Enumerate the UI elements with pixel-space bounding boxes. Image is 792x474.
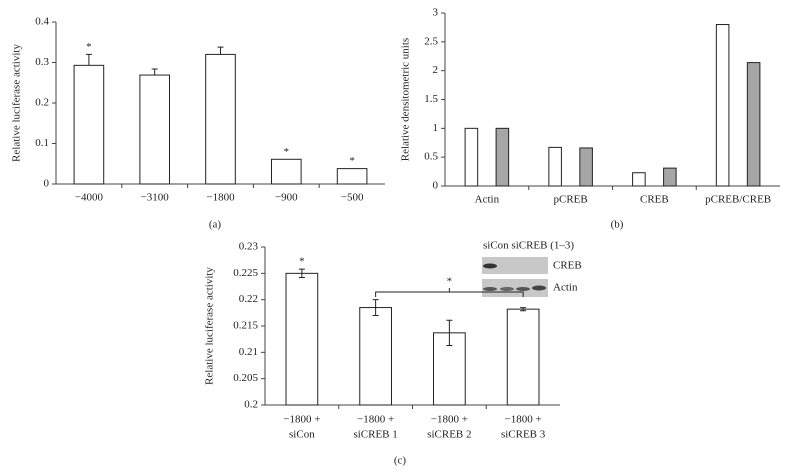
bar: [715, 24, 730, 187]
y-tick-label: 0.23: [239, 241, 259, 253]
y-tick-label: 0.215: [233, 320, 258, 332]
x-tick-label: siCREB 3: [501, 429, 546, 441]
y-tick-label: 0.225: [233, 267, 258, 279]
blot-band: [500, 287, 514, 291]
x-tick-label: −1800 +: [505, 414, 542, 426]
y-tick-label: 0.1: [35, 137, 49, 149]
bar: [270, 158, 302, 185]
x-tick-label: siCon: [289, 429, 315, 441]
x-tick-label: −4000: [75, 192, 104, 204]
y-tick-label: 1: [433, 122, 439, 134]
x-tick-label: −3100: [141, 192, 170, 204]
significance-marker: *: [284, 146, 290, 158]
y-axis-label: Relative densitometric units: [400, 38, 412, 161]
blot-strip: [482, 257, 548, 274]
y-tick-label: 0.205: [233, 372, 258, 384]
inset-header: siCon siCREB (1–3): [483, 240, 574, 252]
error-bar: [217, 46, 224, 55]
x-tick-label: CREB: [640, 194, 669, 206]
y-tick-label: 3: [433, 7, 439, 19]
y-axis-label: Relative luciferase activity: [11, 44, 23, 162]
error-bar: [372, 299, 379, 316]
x-tick-label: −900: [275, 192, 298, 204]
bar: [495, 127, 510, 187]
x-tick-label: −1800: [206, 192, 235, 204]
bracket-label: *: [447, 276, 453, 288]
bar: [663, 167, 677, 187]
y-axis-label: Relative luciferase activity: [204, 267, 216, 385]
x-tick-label: −1800 +: [431, 414, 468, 426]
x-tick-label: −1800 +: [283, 414, 320, 426]
panel-label: (c): [394, 455, 407, 467]
y-tick-label: 0: [44, 178, 50, 190]
y-tick-label: 0.5: [424, 151, 438, 163]
error-bar: [520, 307, 527, 312]
blot-band: [483, 287, 497, 291]
x-tick-label: pCREB/CREB: [705, 194, 771, 206]
error-bar: [446, 319, 453, 346]
x-tick-label: siCREB 1: [353, 429, 397, 441]
bar: [506, 308, 540, 406]
y-tick-label: 0.22: [239, 293, 258, 305]
bar: [73, 64, 105, 185]
y-tick-label: 1.5: [424, 93, 438, 105]
bar: [205, 53, 236, 185]
y-tick-label: 0: [433, 180, 439, 192]
y-tick-label: 0.3: [35, 56, 49, 68]
significance-marker: *: [349, 155, 355, 167]
blot-band: [516, 287, 530, 291]
error-bar: [298, 268, 305, 279]
bar: [464, 127, 479, 187]
y-tick-label: 0.21: [239, 346, 258, 358]
bar: [746, 62, 761, 187]
significance-marker: *: [86, 41, 92, 53]
panel-label: (a): [209, 219, 222, 231]
x-tick-label: −1800 +: [357, 414, 394, 426]
y-tick-label: 0.2: [244, 399, 258, 411]
x-tick-label: pCREB: [554, 194, 588, 206]
inset-row-label: CREB: [553, 260, 582, 272]
x-tick-label: −500: [341, 192, 364, 204]
y-tick-label: 0.2: [35, 97, 49, 109]
bracket: [375, 288, 524, 297]
inset-blot: [482, 257, 548, 297]
x-tick-label: siCREB 2: [427, 429, 471, 441]
y-tick-label: 0.4: [35, 16, 49, 28]
panel-label: (b): [611, 219, 624, 231]
y-tick-label: 2: [433, 64, 439, 76]
bar: [139, 74, 171, 185]
bar: [359, 307, 392, 406]
bar: [336, 168, 368, 185]
error-bar: [151, 68, 158, 76]
blot-band: [532, 285, 546, 291]
x-tick-label: Actin: [475, 194, 500, 206]
bar: [548, 146, 562, 187]
bar: [285, 272, 319, 406]
y-tick-label: 2.5: [424, 35, 438, 47]
bar: [579, 147, 593, 187]
significance-marker: *: [299, 256, 305, 268]
blot-band: [483, 263, 497, 269]
inset-row-label: Actin: [553, 282, 578, 294]
bar: [632, 172, 646, 187]
error-bar: [85, 53, 92, 66]
